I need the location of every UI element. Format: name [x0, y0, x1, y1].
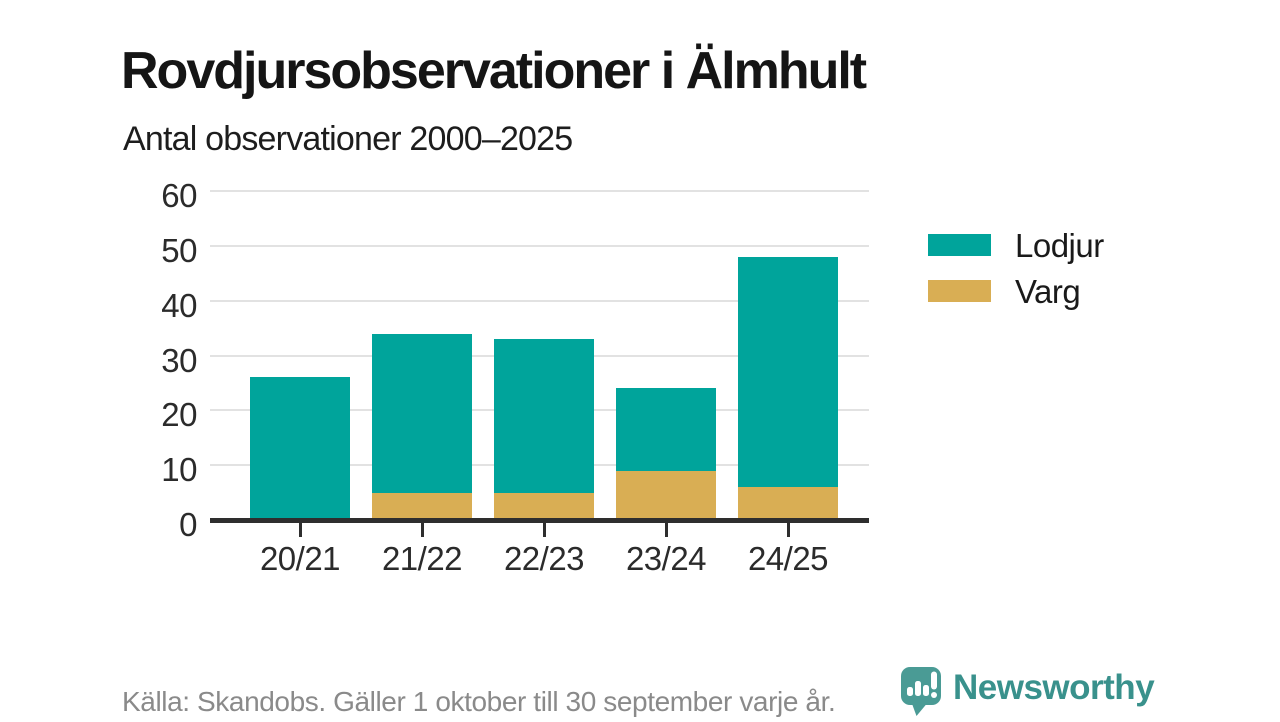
footer-source: Källa: Skandobs. Gäller 1 oktober till 3… — [122, 686, 836, 717]
bar-segment-varg — [494, 492, 594, 520]
x-axis-label: 21/22 — [381, 540, 463, 577]
bar-segment-lodjur — [250, 377, 350, 520]
gridline — [210, 300, 869, 302]
chart-legend: Lodjur Varg — [928, 222, 1104, 314]
x-axis-tick — [787, 523, 790, 537]
x-axis-tick — [299, 523, 302, 537]
x-axis-tick — [665, 523, 668, 537]
y-axis-label: 0 — [179, 506, 197, 543]
page-title: Rovdjursobservationer i Älmhult — [121, 41, 867, 100]
bar-segment-varg — [616, 470, 716, 520]
legend-label: Varg — [1015, 272, 1081, 310]
x-axis-label: 22/23 — [503, 540, 585, 577]
x-axis-line — [210, 518, 869, 523]
x-axis-label: 20/21 — [259, 540, 341, 577]
legend-item-lodjur: Lodjur — [928, 222, 1104, 268]
y-axis-label: 20 — [161, 396, 197, 433]
logo-wordmark: Newsworthy — [953, 668, 1155, 707]
legend-swatch — [928, 234, 991, 256]
y-axis-label: 60 — [161, 177, 197, 214]
x-axis-label: 24/25 — [747, 540, 829, 577]
gridline — [210, 190, 869, 192]
newsworthy-logo-icon — [901, 667, 941, 716]
x-axis-tick — [421, 523, 424, 537]
x-axis-label: 23/24 — [625, 540, 707, 577]
bar-segment-varg — [738, 487, 838, 520]
y-axis-label: 30 — [161, 342, 197, 379]
newsworthy-logo: Newsworthy — [901, 667, 1155, 722]
bar-segment-lodjur — [372, 333, 472, 493]
gridline — [210, 245, 869, 247]
legend-swatch — [928, 280, 991, 302]
bar-segment-lodjur — [738, 256, 838, 488]
legend-label: Lodjur — [1015, 226, 1104, 264]
y-axis-label: 40 — [161, 287, 197, 324]
bar-segment-varg — [372, 492, 472, 520]
legend-item-varg: Varg — [928, 268, 1104, 314]
y-axis-label: 10 — [161, 451, 197, 488]
bar-segment-lodjur — [494, 339, 594, 493]
y-axis-label: 50 — [161, 232, 197, 269]
page-subtitle: Antal observationer 2000–2025 — [123, 120, 573, 158]
x-axis-tick — [543, 523, 546, 537]
bar-segment-lodjur — [616, 388, 716, 471]
